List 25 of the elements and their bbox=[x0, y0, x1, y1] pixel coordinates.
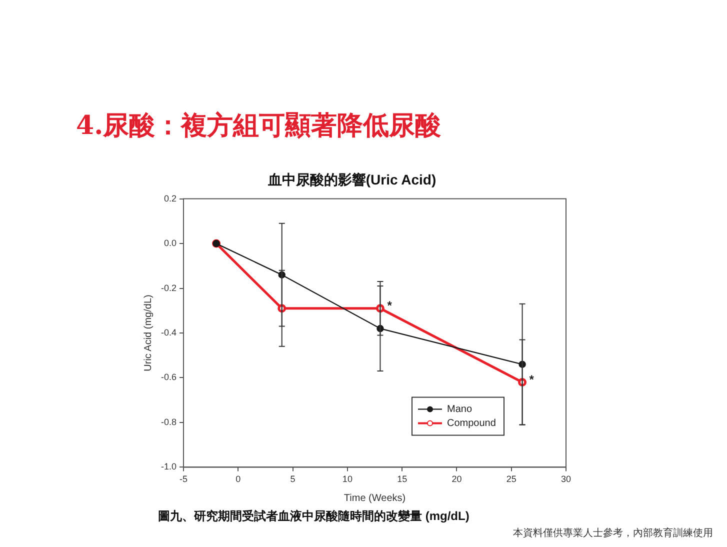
x-tick-label: 10 bbox=[342, 474, 352, 484]
text: 圖九、研究期間受試者血液中尿酸隨時間的改變量 (mg/dL) bbox=[158, 508, 470, 525]
x-tick-label: 5 bbox=[290, 474, 296, 484]
chart-subtitle: 血中尿酸的影響(Uric Acid) bbox=[266, 171, 436, 188]
y-tick-label: -0.8 bbox=[160, 416, 177, 427]
x-tick-label: 0 bbox=[236, 474, 241, 484]
text: 本資料僅供專業人士參考，內部教育訓練使用 bbox=[513, 526, 713, 540]
x-tick-label: -5 bbox=[180, 474, 188, 484]
chart-title: 4.尿酸：複方組可顯著降低尿酸 bbox=[76, 110, 442, 143]
annotation: * bbox=[387, 298, 392, 313]
x-axis-title: Time (Weeks) bbox=[344, 492, 406, 504]
y-tick-label: 0.0 bbox=[164, 238, 177, 248]
x-tick-label: 15 bbox=[397, 474, 408, 484]
y-tick-label: -0.4 bbox=[160, 327, 177, 338]
y-axis-title: Uric Acid (mg/dL) bbox=[142, 294, 154, 372]
annotation: * bbox=[529, 372, 534, 387]
x-tick-label: 20 bbox=[452, 474, 462, 484]
y-tick-label: -0.2 bbox=[160, 282, 177, 293]
y-tick-label: 0.2 bbox=[164, 193, 177, 204]
x-tick-label: 25 bbox=[506, 474, 516, 484]
legend-label: Mano bbox=[447, 404, 472, 415]
y-tick-label: -0.6 bbox=[160, 372, 177, 382]
legend-label: Compound bbox=[447, 418, 496, 429]
x-tick-label: 30 bbox=[560, 474, 572, 484]
y-tick-label: -1.0 bbox=[160, 462, 177, 472]
